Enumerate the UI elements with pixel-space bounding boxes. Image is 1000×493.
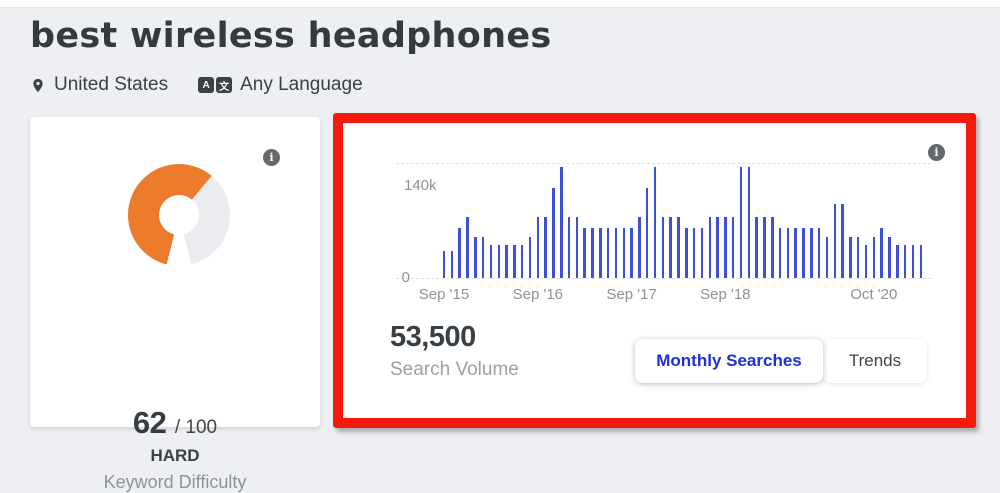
volume-bar[interactable] xyxy=(474,237,477,278)
page-title: best wireless headphones xyxy=(30,16,552,56)
volume-bar[interactable] xyxy=(560,167,563,278)
x-axis-label: Sep '16 xyxy=(512,286,563,303)
volume-bar[interactable] xyxy=(786,228,790,278)
volume-bar[interactable] xyxy=(599,228,602,278)
x-axis-label: Oct '20 xyxy=(850,286,898,303)
volume-bar[interactable] xyxy=(919,244,922,278)
volume-bar[interactable] xyxy=(755,217,758,278)
difficulty-level: HARD xyxy=(150,446,200,465)
gridline-140k xyxy=(396,163,931,164)
difficulty-gauge xyxy=(128,164,230,266)
x-axis-label: Sep '18 xyxy=(700,286,751,303)
volume-bar[interactable] xyxy=(685,228,688,278)
monthly-searches-button[interactable]: Monthly Searches xyxy=(635,339,823,383)
volume-bar[interactable] xyxy=(794,228,797,278)
trends-button[interactable]: Trends xyxy=(823,339,927,383)
volume-bar[interactable] xyxy=(458,228,461,278)
x-axis-label: Sep '17 xyxy=(606,286,657,303)
volume-bar[interactable] xyxy=(849,237,852,278)
volume-bar[interactable] xyxy=(677,217,680,278)
difficulty-label: Keyword Difficulty xyxy=(103,472,247,492)
volume-bar[interactable] xyxy=(872,237,876,278)
volume-value: 53,500 xyxy=(390,321,476,353)
volume-bar[interactable] xyxy=(536,217,540,278)
difficulty-info-icon[interactable]: i xyxy=(263,149,280,166)
volume-bar[interactable] xyxy=(864,244,868,278)
location-pin-icon xyxy=(33,78,43,92)
volume-bar[interactable] xyxy=(669,217,672,278)
volume-bar[interactable] xyxy=(731,217,735,278)
volume-bar[interactable] xyxy=(700,228,704,278)
language-icon: A 文 xyxy=(198,77,233,93)
volume-bar[interactable] xyxy=(708,217,711,278)
volume-bar[interactable] xyxy=(724,217,727,278)
y-axis-label-0: 0 xyxy=(401,269,410,286)
volume-bar[interactable] xyxy=(567,217,571,278)
volume-bar[interactable] xyxy=(833,203,837,278)
volume-bar[interactable] xyxy=(466,217,469,278)
volume-bar[interactable] xyxy=(606,228,610,278)
volume-bar[interactable] xyxy=(841,203,844,278)
language-label: Any Language xyxy=(240,74,363,95)
volume-bar[interactable] xyxy=(739,167,743,278)
top-toolbar-edge xyxy=(0,0,1000,8)
volume-bar[interactable] xyxy=(442,250,446,278)
difficulty-outof: / 100 xyxy=(174,417,218,438)
volume-bar[interactable] xyxy=(497,244,500,278)
volume-bar[interactable] xyxy=(817,228,821,278)
volume-bar[interactable] xyxy=(802,228,805,278)
volume-bar[interactable] xyxy=(645,187,649,278)
volume-bar[interactable] xyxy=(825,237,829,278)
volume-bar[interactable] xyxy=(763,217,766,278)
volume-bar[interactable] xyxy=(544,217,547,278)
location-label: United States xyxy=(54,74,169,95)
volume-label: Search Volume xyxy=(390,359,519,380)
volume-bar[interactable] xyxy=(661,217,665,278)
volume-bar[interactable] xyxy=(653,167,657,278)
volume-bar[interactable] xyxy=(614,228,618,278)
volume-bar[interactable] xyxy=(778,228,782,278)
difficulty-score: 62 xyxy=(132,405,167,440)
volume-bar[interactable] xyxy=(583,228,586,278)
volume-bar[interactable] xyxy=(856,237,860,278)
volume-bar[interactable] xyxy=(591,228,594,278)
volume-bar[interactable] xyxy=(505,244,508,278)
volume-bar[interactable] xyxy=(520,244,524,278)
search-volume-card: i 140k 0 Sep '15 Sep '16 Sep '17 Sep '18 Oct… xyxy=(343,123,966,418)
volume-bar[interactable] xyxy=(716,217,719,278)
volume-bar[interactable] xyxy=(481,237,485,278)
volume-bar[interactable] xyxy=(528,237,532,278)
location-item: United States xyxy=(30,74,168,96)
volume-bar[interactable] xyxy=(630,228,633,278)
annotation-highlight-box: i 140k 0 Sep '15 Sep '16 Sep '17 Sep '18 Oct… xyxy=(333,113,976,428)
volume-bar[interactable] xyxy=(552,187,555,278)
volume-bar[interactable] xyxy=(903,244,907,278)
volume-bar[interactable] xyxy=(888,237,891,278)
volume-bar[interactable] xyxy=(513,244,516,278)
volume-bar[interactable] xyxy=(771,217,774,278)
volume-bar[interactable] xyxy=(622,228,626,278)
y-axis-label-140k: 140k xyxy=(404,177,437,194)
keyword-meta-row: United States A 文 Any Language xyxy=(30,74,363,96)
difficulty-score-row: 62 / 100 xyxy=(30,405,320,441)
volume-info-icon[interactable]: i xyxy=(928,144,945,161)
volume-bar[interactable] xyxy=(896,244,899,278)
volume-bar[interactable] xyxy=(747,167,751,278)
language-item: A 文 Any Language xyxy=(198,74,363,96)
keyword-difficulty-card: i 62 / 100 HARD Keyword Difficulty xyxy=(30,117,320,492)
volume-bar[interactable] xyxy=(911,244,915,278)
gridline-0 xyxy=(396,278,931,279)
volume-bar[interactable] xyxy=(810,228,813,278)
volume-bar[interactable] xyxy=(575,217,579,278)
volume-bar[interactable] xyxy=(638,217,641,278)
volume-bar[interactable] xyxy=(880,228,883,278)
volume-bar[interactable] xyxy=(450,250,454,278)
volume-bar[interactable] xyxy=(692,228,696,278)
x-axis-label: Sep '15 xyxy=(418,286,470,303)
volume-bar[interactable] xyxy=(489,244,493,278)
